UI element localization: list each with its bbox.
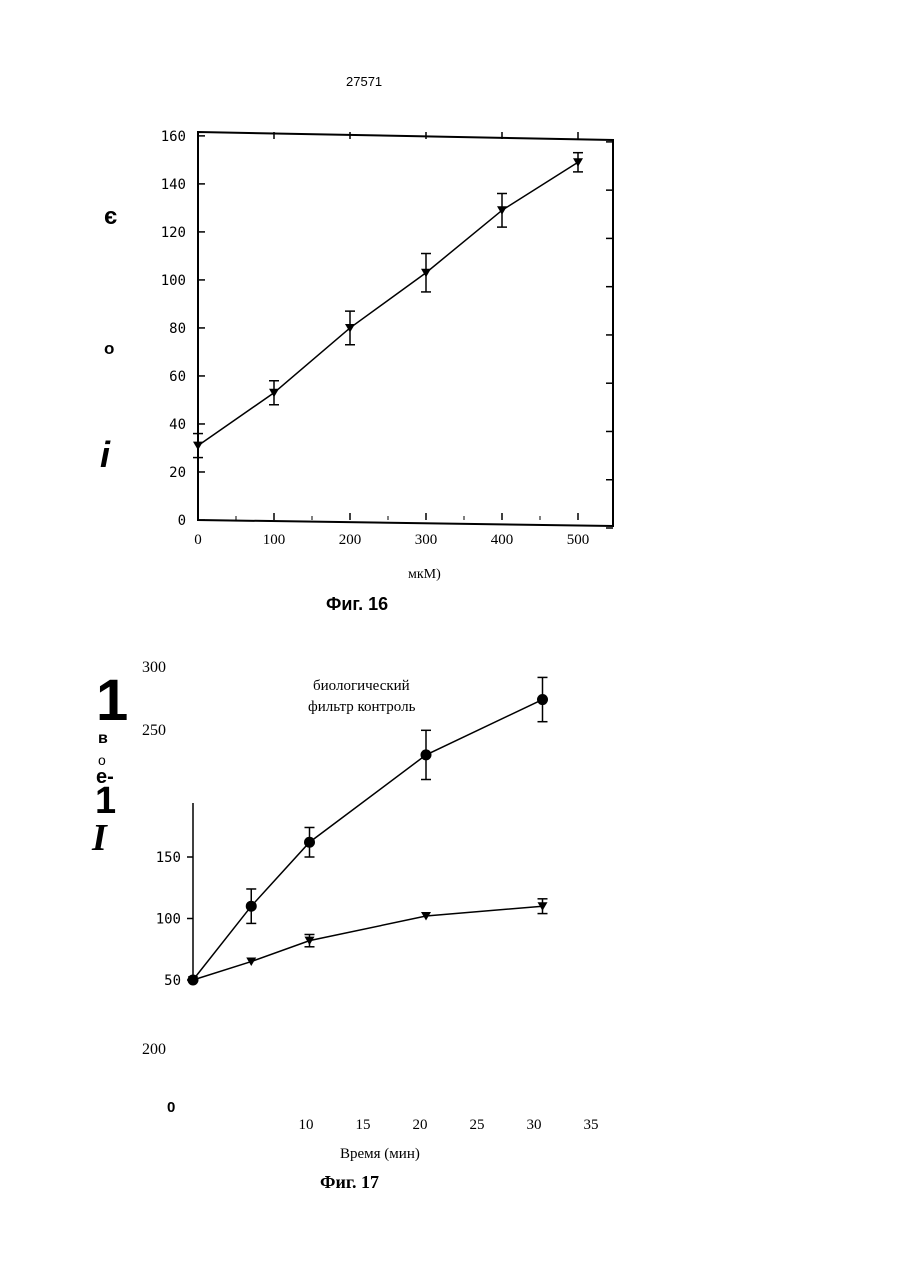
y-tick-label: 200 <box>142 1041 166 1058</box>
legend-line-1: биологический <box>313 678 410 694</box>
y-tick-label: 300 <box>142 659 166 676</box>
y-tick-label: 50 <box>164 973 181 989</box>
series-line <box>193 906 543 980</box>
x-tick-label: 15 <box>356 1117 371 1133</box>
y-tick-label: 250 <box>142 722 166 739</box>
y-tick-label: 0 <box>167 1099 175 1116</box>
data-point <box>537 694 548 705</box>
x-tick-label: 25 <box>470 1117 485 1133</box>
y-tick-label: 150 <box>156 850 181 866</box>
x-tick-label: 20 <box>413 1117 428 1133</box>
data-point <box>246 901 257 912</box>
legend-line-2: фильтр контроль <box>308 699 416 715</box>
data-point <box>246 958 256 967</box>
x-axis-label: Время (мин) <box>340 1146 420 1162</box>
x-tick-label: 30 <box>527 1117 542 1133</box>
x-tick-label: 35 <box>584 1117 599 1133</box>
figure-caption: Фиг. 17 <box>320 1172 379 1193</box>
figure-caption: Фиг. 16 <box>326 594 388 615</box>
data-point <box>304 837 315 848</box>
y-tick-label: 100 <box>156 912 181 928</box>
data-point <box>421 749 432 760</box>
x-tick-label: 10 <box>299 1117 314 1133</box>
series-line <box>193 700 543 980</box>
data-point <box>305 937 315 946</box>
